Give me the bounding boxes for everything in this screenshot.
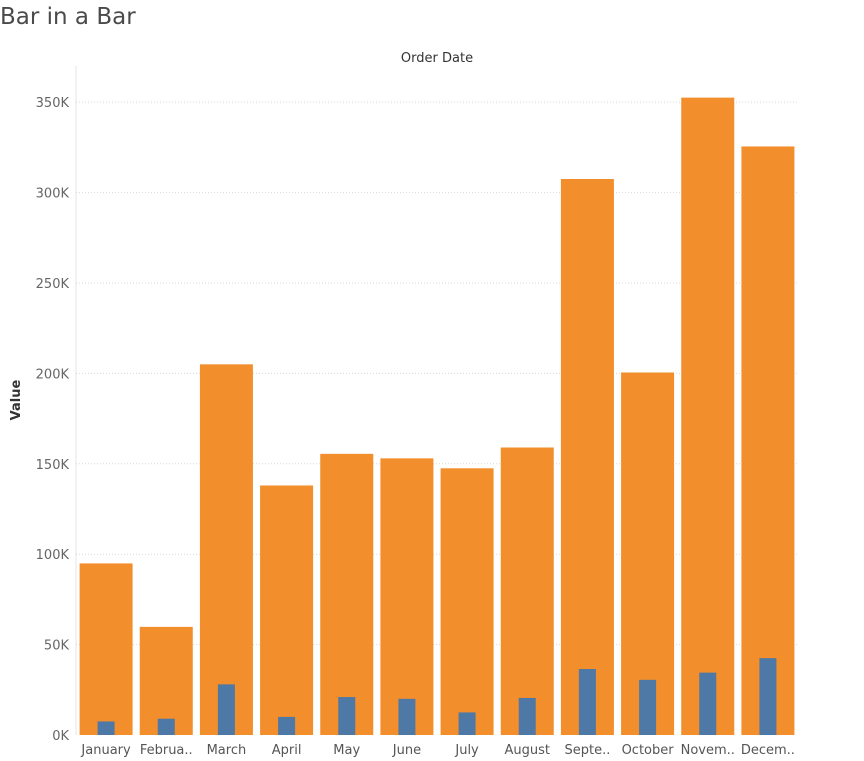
- bar-inner: [578, 669, 596, 735]
- y-tick-label: 0K: [52, 729, 69, 744]
- bar-outer: [500, 447, 554, 735]
- chart-title: Bar in a Bar: [0, 4, 136, 30]
- bar-inner: [759, 658, 777, 735]
- bar-outer: [320, 453, 374, 735]
- bar-outer: [380, 458, 434, 735]
- x-tick-label: Februa..: [140, 743, 193, 758]
- x-tick-label: Novem..: [681, 743, 735, 758]
- y-tick-label: 150K: [36, 458, 70, 473]
- x-tick-label: April: [272, 743, 302, 758]
- y-tick-label: 50K: [44, 639, 70, 654]
- x-tick-label: July: [454, 743, 479, 758]
- bar-inner: [217, 684, 235, 735]
- bar-inner: [157, 718, 175, 735]
- bar-outer: [440, 468, 494, 735]
- x-tick-label: January: [80, 743, 131, 758]
- bar-inner: [398, 698, 416, 735]
- bar-inner: [458, 712, 476, 735]
- bar-outer: [199, 364, 253, 735]
- bar-inner: [518, 697, 536, 735]
- bar-inner: [97, 721, 115, 735]
- bar-outer: [79, 563, 133, 735]
- x-tick-label: May: [333, 743, 360, 758]
- x-tick-label: Septe..: [564, 743, 610, 758]
- y-tick-label: 300K: [36, 187, 70, 202]
- y-tick-label: 100K: [36, 548, 70, 563]
- bar-outer: [621, 372, 675, 735]
- y-axis-label: Value: [9, 379, 24, 420]
- y-tick-label: 350K: [36, 96, 70, 111]
- bar-outer: [139, 626, 193, 735]
- bar-outer: [560, 179, 614, 735]
- bar-inner: [699, 672, 717, 735]
- x-axis-label: Order Date: [401, 51, 473, 66]
- bar-inner: [338, 697, 356, 735]
- bar-inner: [278, 716, 296, 735]
- y-tick-label: 250K: [36, 277, 70, 292]
- x-tick-label: June: [392, 743, 421, 758]
- x-tick-label: October: [622, 743, 675, 758]
- bar-inner: [639, 679, 657, 735]
- x-tick-label: Decem..: [741, 743, 795, 758]
- x-tick-label: August: [505, 743, 551, 758]
- bar-outer: [741, 146, 795, 735]
- bar-outer: [260, 485, 314, 735]
- x-tick-label: March: [207, 743, 247, 758]
- bar-outer: [681, 97, 735, 735]
- y-tick-label: 200K: [36, 367, 70, 382]
